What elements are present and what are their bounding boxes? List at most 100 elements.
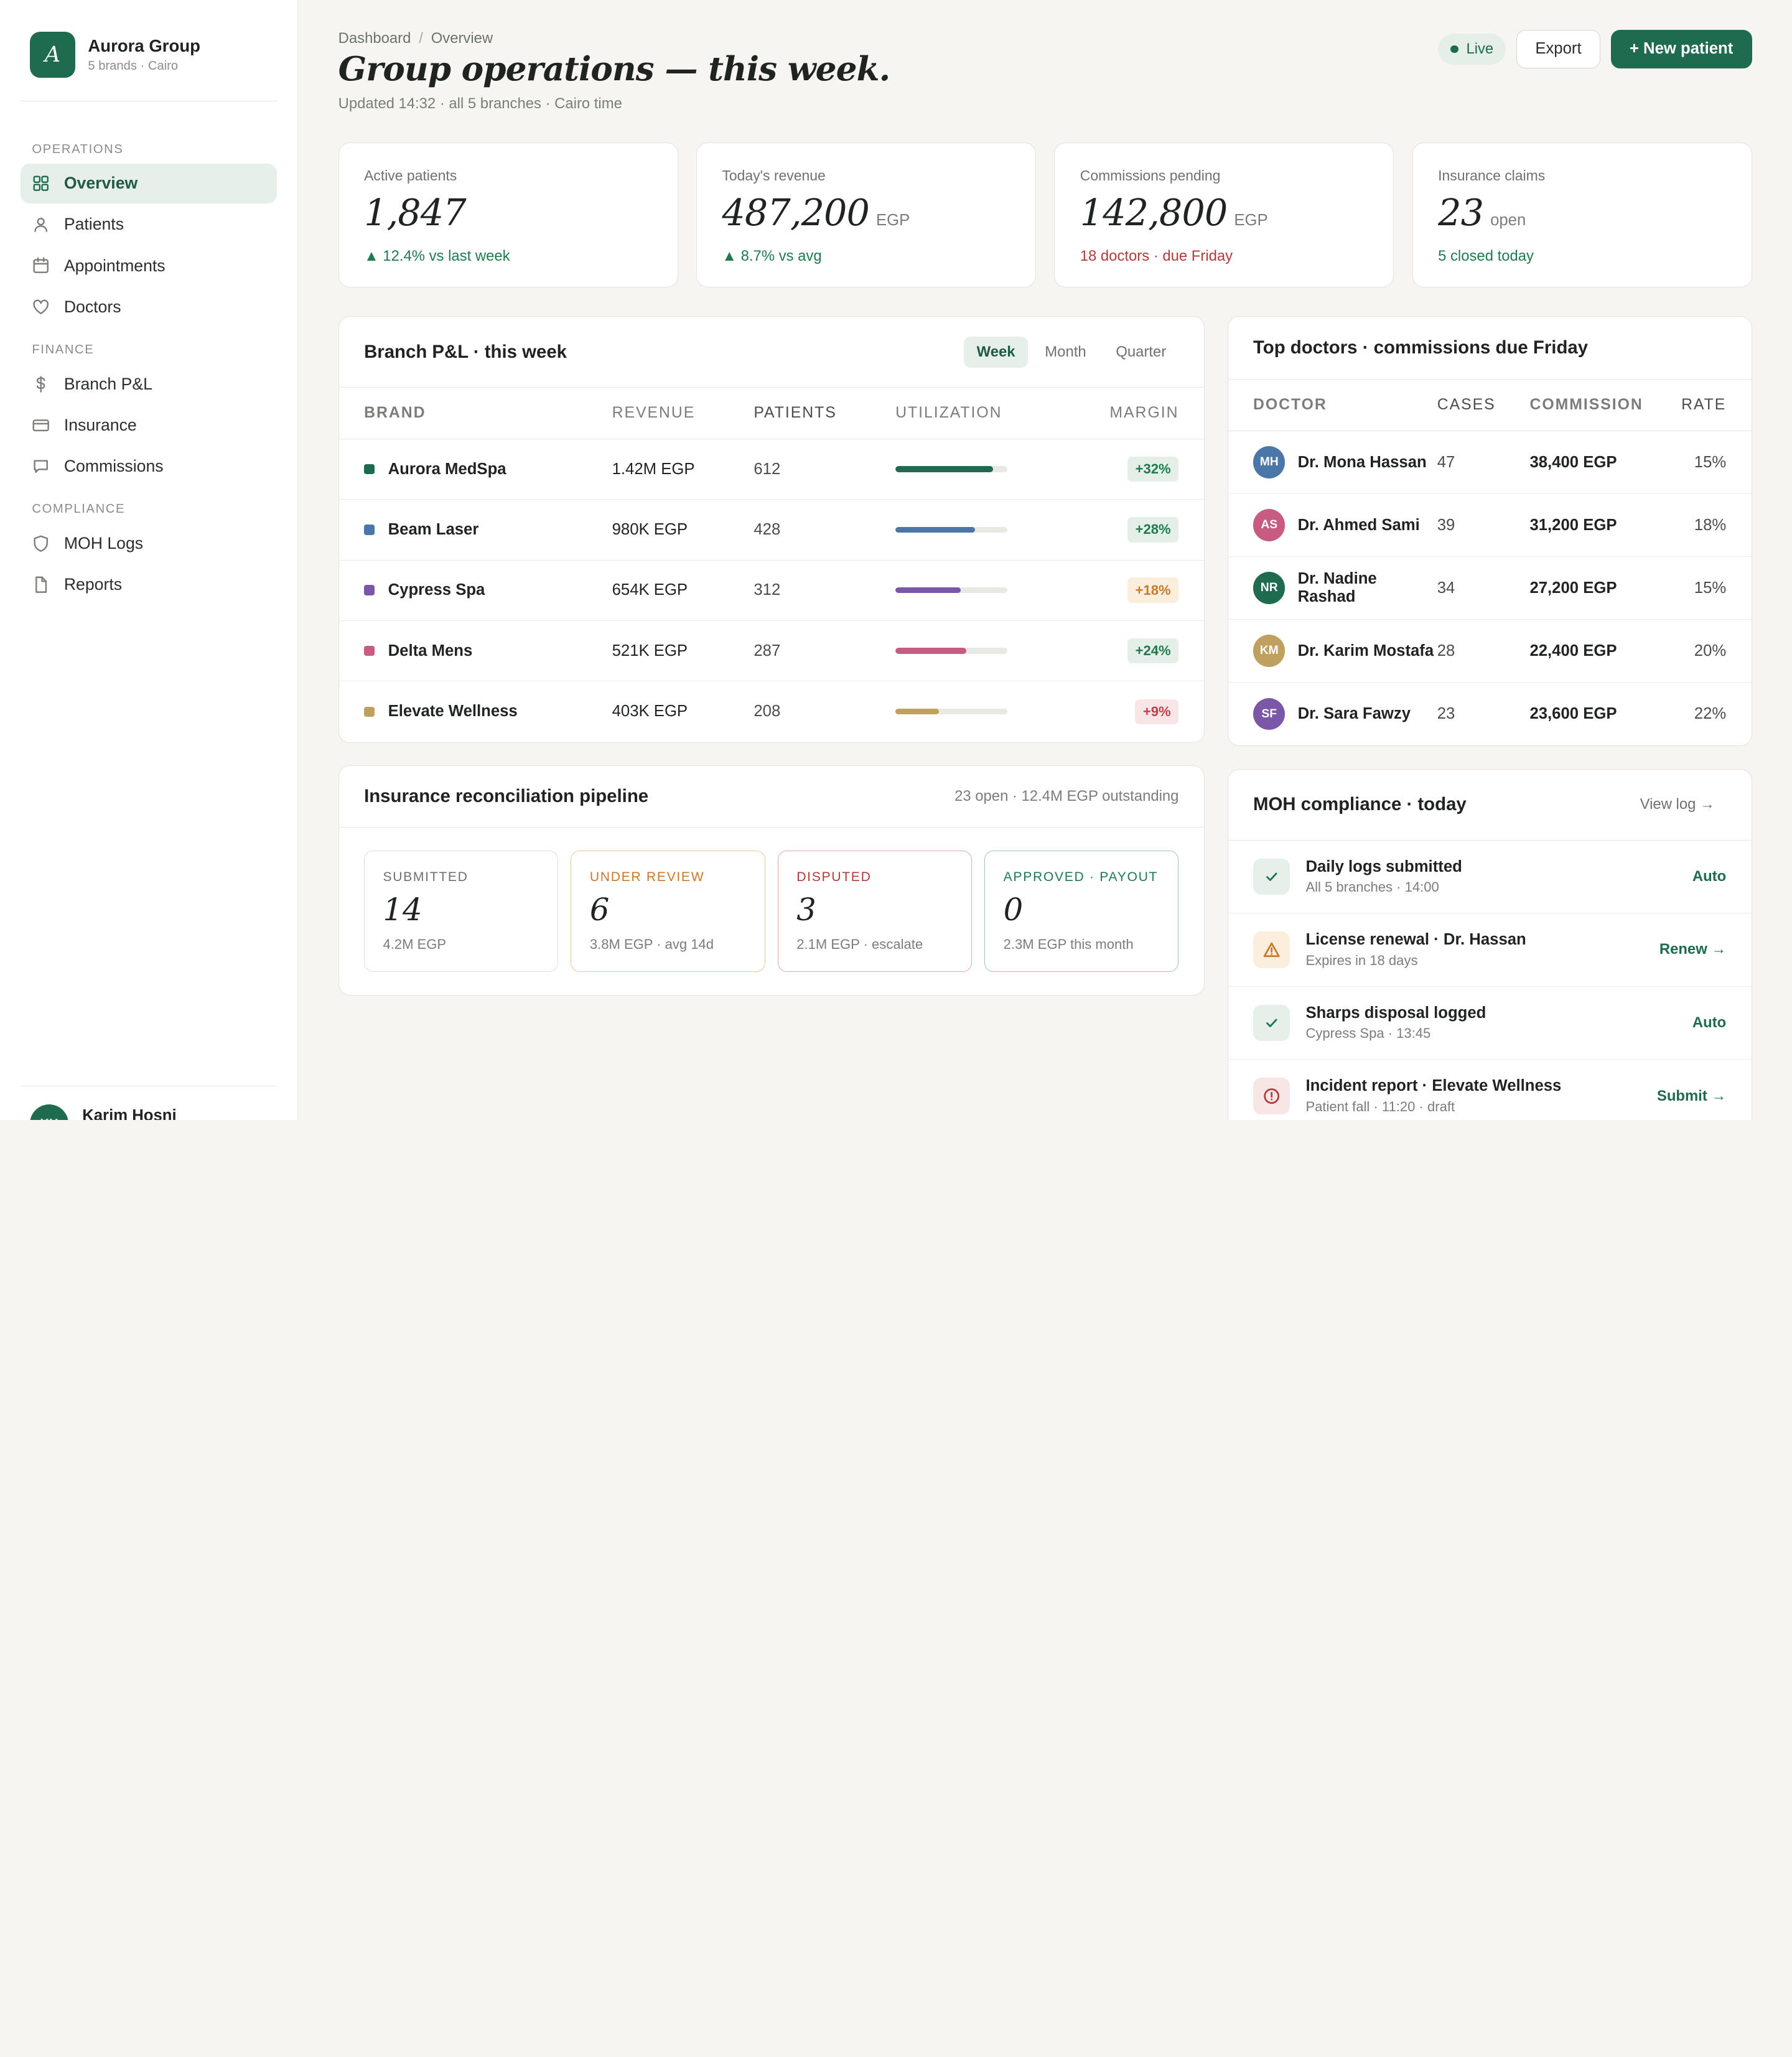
- column-header-revenue[interactable]: REVENUE: [612, 404, 696, 422]
- table-row[interactable]: Delta Mens 521K EGP 287 +24%: [338, 621, 1204, 682]
- stage-count: 6: [589, 891, 610, 928]
- compliance-action-auto[interactable]: Auto: [1692, 867, 1727, 885]
- sidebar-item-label: Doctors: [63, 297, 121, 316]
- revenue-cell: 521K EGP: [612, 641, 688, 660]
- compliance-subtitle: All 5 branches · 14:00: [1305, 879, 1439, 895]
- sidebar-nav: OPERATIONS Overview Patients Appointments Do…: [0, 101, 297, 605]
- sidebar-item-doctors[interactable]: Doctors: [21, 287, 277, 327]
- new-patient-button[interactable]: + New patient: [1610, 29, 1752, 69]
- period-tab-quarter[interactable]: Quarter: [1116, 343, 1167, 360]
- rate-cell: 15%: [1694, 579, 1727, 597]
- brand-color-swatch: [364, 585, 375, 595]
- column-header-patients[interactable]: PATIENTS: [754, 404, 837, 422]
- revenue-cell: 1.42M EGP: [612, 460, 695, 478]
- breadcrumb-overview[interactable]: Overview: [431, 29, 493, 47]
- kpi-card-active-patients[interactable]: Active patients 1,847 ▲ 12.4% vs last week: [338, 142, 678, 288]
- brand-cell: Aurora MedSpa: [364, 460, 612, 478]
- main-content: Dashboard / Overview Group operations — th…: [298, 0, 1792, 1120]
- column-header-doctor[interactable]: DOCTOR: [1253, 396, 1327, 414]
- table-row[interactable]: SF Dr. Sara Fawzy 23 23,600 EGP 22%: [1228, 683, 1752, 745]
- doctor-cell: AS Dr. Ahmed Sami: [1253, 509, 1437, 541]
- margin-cell: +24%: [1010, 638, 1179, 664]
- file-icon: [35, 576, 47, 593]
- margin-badge: +9%: [1135, 699, 1179, 725]
- pipeline-stage-under-review[interactable]: UNDER REVIEW 6 3.8M EGP · avg 14d: [571, 851, 765, 972]
- column-header-margin[interactable]: MARGIN: [1109, 404, 1179, 422]
- user-profile[interactable]: KH Karim Hosni: [21, 1085, 278, 1120]
- brand-logo: A: [29, 32, 76, 78]
- table-row[interactable]: Cypress Spa 654K EGP 312 +18%: [338, 561, 1204, 621]
- list-item: Daily logs submitted All 5 branches · 14:…: [1228, 841, 1752, 914]
- commission-cell: 27,200 EGP: [1529, 579, 1617, 597]
- column-header-rate[interactable]: RATE: [1681, 396, 1727, 414]
- sidebar: A Aurora Group 5 brands · Cairo OPERATIO…: [0, 0, 299, 1120]
- page-title: Group operations — this week.: [338, 49, 890, 89]
- kpi-card-insurance-claims[interactable]: Insurance claims 23 open 5 closed today: [1412, 142, 1752, 288]
- sidebar-item-branch-p-l[interactable]: Branch P&L: [21, 364, 277, 404]
- table-row[interactable]: Aurora MedSpa 1.42M EGP 612 +32%: [338, 439, 1204, 500]
- compliance-action-renew[interactable]: Renew →: [1659, 941, 1727, 958]
- sidebar-item-label: Reports: [63, 575, 123, 594]
- breadcrumb-dashboard[interactable]: Dashboard: [338, 29, 411, 47]
- compliance-subtitle: Expires in 18 days: [1305, 952, 1418, 968]
- sidebar-item-commissions[interactable]: Commissions: [21, 446, 277, 486]
- compliance-subtitle: Patient fall · 11:20 · draft: [1305, 1098, 1455, 1114]
- utilization-bar-fill: [895, 587, 961, 594]
- brand-name-cell: Cypress Spa: [388, 581, 485, 599]
- user-name: Karim Hosni: [82, 1106, 177, 1120]
- column-header-commission[interactable]: COMMISSION: [1529, 396, 1643, 414]
- kpi-label: Active patients: [364, 167, 457, 184]
- check-icon: [1266, 872, 1277, 882]
- pipeline-stage-approved-payout[interactable]: APPROVED · PAYOUT 0 2.3M EGP this month: [984, 851, 1179, 972]
- revenue-cell: 403K EGP: [612, 702, 688, 721]
- margin-cell: +9%: [1010, 699, 1179, 725]
- column-header-utilization[interactable]: UTILIZATION: [895, 404, 1002, 422]
- avatar: SF: [1253, 697, 1286, 730]
- table-row[interactable]: AS Dr. Ahmed Sami 39 31,200 EGP 18%: [1228, 494, 1752, 557]
- brand-subtitle: 5 brands · Cairo: [88, 59, 179, 73]
- pipeline-stage-disputed[interactable]: DISPUTED 3 2.1M EGP · escalate: [777, 851, 973, 972]
- brand-header[interactable]: A Aurora Group 5 brands · Cairo: [21, 0, 278, 101]
- sidebar-item-moh-logs[interactable]: MOH Logs: [21, 523, 277, 563]
- kpi-card-today-s-revenue[interactable]: Today's revenue 487,200 EGP ▲ 8.7% vs avg: [696, 142, 1036, 288]
- warning-icon: [1263, 942, 1280, 957]
- patients-cell: 208: [754, 702, 781, 721]
- live-badge: Live: [1437, 34, 1506, 65]
- table-row[interactable]: Beam Laser 980K EGP 428 +28%: [338, 500, 1204, 561]
- compliance-action-submit[interactable]: Submit →: [1656, 1087, 1727, 1104]
- column-header-cases[interactable]: CASES: [1437, 396, 1496, 414]
- page-header: Dashboard / Overview Group operations — th…: [338, 0, 1752, 113]
- doctor-name: Dr. Sara Fawzy: [1297, 705, 1411, 723]
- sidebar-item-insurance[interactable]: Insurance: [21, 405, 277, 445]
- brand-cell: Delta Mens: [364, 642, 612, 660]
- sidebar-item-appointments[interactable]: Appointments: [21, 246, 277, 286]
- margin-cell: +18%: [1010, 577, 1179, 604]
- grid-icon: [33, 175, 49, 192]
- compliance-action-auto[interactable]: Auto: [1692, 1014, 1727, 1032]
- stage-label: APPROVED · PAYOUT: [1003, 869, 1159, 884]
- doctor-name: Dr. Nadine Rashad: [1297, 570, 1377, 606]
- kpi-number: 1,847: [364, 190, 467, 234]
- commission-cell: 23,600 EGP: [1529, 705, 1617, 723]
- sidebar-item-patients[interactable]: Patients: [21, 205, 277, 245]
- table-row[interactable]: Elevate Wellness 403K EGP 208 +9%: [339, 681, 1204, 742]
- heart-icon: [33, 299, 49, 314]
- pipeline-stage-submitted[interactable]: SUBMITTED 14 4.2M EGP: [364, 851, 559, 972]
- sidebar-item-reports[interactable]: Reports: [21, 564, 277, 604]
- export-button[interactable]: Export: [1516, 29, 1600, 69]
- kpi-unit: open: [1490, 211, 1526, 229]
- table-row[interactable]: KM Dr. Karim Mostafa 28 22,400 EGP 20%: [1228, 620, 1752, 683]
- period-tab-month[interactable]: Month: [1045, 343, 1086, 360]
- margin-badge: +28%: [1127, 517, 1179, 543]
- avatar: NR: [1253, 572, 1286, 604]
- table-row[interactable]: NR Dr. Nadine Rashad 34 27,200 EGP 15%: [1228, 557, 1752, 620]
- column-header-brand[interactable]: BRAND: [364, 404, 426, 422]
- kpi-label: Insurance claims: [1438, 167, 1546, 184]
- view-log-link[interactable]: View log →: [1640, 796, 1715, 813]
- period-tab-week[interactable]: Week: [964, 336, 1028, 368]
- kpi-unit: EGP: [876, 211, 910, 229]
- table-row[interactable]: MH Dr. Mona Hassan 47 38,400 EGP 15%: [1228, 431, 1752, 495]
- sidebar-item-overview[interactable]: Overview: [21, 163, 278, 203]
- kpi-card-commissions-pending[interactable]: Commissions pending 142,800 EGP 18 doctors …: [1054, 142, 1394, 288]
- app-shell: A Aurora Group 5 brands · Cairo OPERATIO…: [0, 0, 1792, 1120]
